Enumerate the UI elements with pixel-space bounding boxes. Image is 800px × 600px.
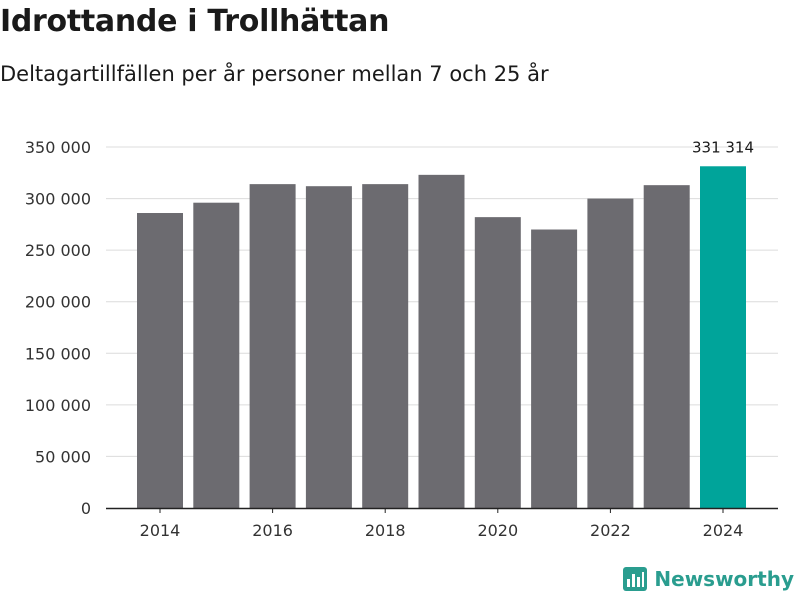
x-tick-label: 2024 bbox=[703, 521, 744, 540]
y-tick-label: 350 000 bbox=[25, 138, 91, 157]
bar-2015 bbox=[193, 202, 240, 508]
y-tick-label: 100 000 bbox=[25, 396, 91, 415]
y-tick-label: 250 000 bbox=[25, 241, 91, 260]
x-tick-label: 2020 bbox=[477, 521, 518, 540]
y-tick-label: 300 000 bbox=[25, 190, 91, 209]
bar-2018 bbox=[362, 184, 409, 509]
brand-logo: Newsworthy bbox=[622, 566, 794, 592]
y-tick-label: 50 000 bbox=[35, 447, 91, 466]
bar-2014 bbox=[137, 213, 183, 509]
data-label-2024: 331 314 bbox=[692, 138, 754, 156]
chart-subtitle: Deltagartillfällen per år personer mella… bbox=[0, 62, 549, 86]
x-tick-label: 2022 bbox=[590, 521, 631, 540]
x-tick-label: 2018 bbox=[365, 521, 406, 540]
x-tick-label: 2014 bbox=[140, 521, 181, 540]
bar-2024 bbox=[700, 166, 746, 509]
newsworthy-logo-icon bbox=[623, 567, 648, 591]
brand-name: Newsworthy bbox=[654, 567, 794, 591]
bar-2022 bbox=[587, 198, 634, 509]
y-tick-label: 0 bbox=[81, 499, 91, 518]
bar-2016 bbox=[249, 184, 296, 509]
bar-chart: 0 50 000 100 000 150 000 200 000 250 000 300 0… bbox=[25, 138, 778, 540]
y-tick-label: 200 000 bbox=[25, 293, 91, 312]
bar-2017 bbox=[305, 186, 352, 509]
x-tick-label: 2016 bbox=[252, 521, 293, 540]
chart-title: Idrottande i Trollhättan bbox=[0, 4, 390, 39]
bar-2023 bbox=[643, 185, 690, 509]
bar-2019 bbox=[418, 174, 465, 508]
bar-2020 bbox=[474, 217, 521, 508]
bar-2021 bbox=[531, 229, 578, 508]
y-tick-label: 150 000 bbox=[25, 344, 91, 363]
